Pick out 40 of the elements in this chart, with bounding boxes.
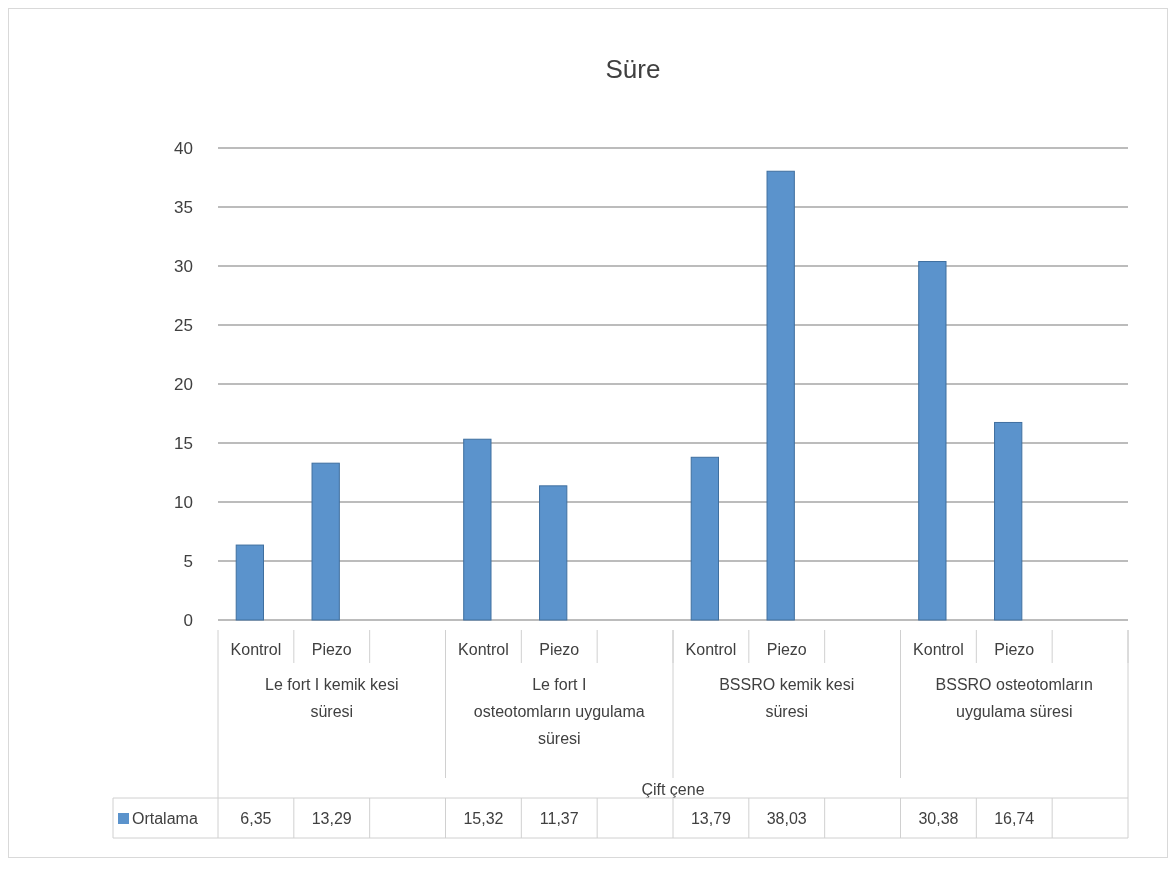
y-tick-label: 10 (174, 493, 193, 512)
x-tick-label: Piezo (766, 641, 807, 658)
y-tick-label: 40 (174, 139, 193, 158)
data-label: 13,79 (690, 810, 732, 827)
y-tick-label: 30 (174, 257, 193, 276)
x-tick-label: Kontrol (458, 641, 509, 658)
x-tick-label: Kontrol (230, 641, 282, 658)
bar (463, 438, 492, 621)
text: BSSRO kemik kesi süresi (719, 676, 855, 720)
x-tick-label: Piezo (311, 641, 352, 658)
y-tick-label: 20 (174, 375, 193, 394)
bar (235, 544, 264, 621)
legend-label: Ortalama (132, 810, 198, 827)
data-label: 15,32 (463, 810, 504, 827)
bar (994, 421, 1023, 621)
y-tick-label: 0 (183, 611, 193, 630)
data-label: 6,35 (240, 810, 272, 827)
text: Le fort I osteotomların uygulama süresi (473, 676, 645, 747)
y-tick-label: 5 (183, 552, 193, 571)
text: Le fort I kemik kesi süresi (265, 676, 399, 720)
bar (311, 462, 340, 621)
text: Çift çene (641, 781, 705, 798)
data-label: 16,74 (994, 810, 1035, 827)
x-tick-label: Piezo (994, 641, 1035, 658)
data-label: 30,38 (918, 810, 959, 827)
y-tick-label: 15 (174, 434, 193, 453)
data-label: 11,37 (539, 810, 579, 827)
y-tick-label: 25 (174, 316, 193, 335)
chart-title: Süre (605, 54, 661, 84)
bar (539, 485, 568, 621)
data-label: 38,03 (766, 810, 807, 827)
data-label: 13,29 (311, 810, 352, 827)
bar (918, 261, 947, 621)
x-tick-label: Piezo (539, 641, 580, 658)
x-tick-label: Kontrol (685, 641, 737, 658)
y-tick-label: 35 (174, 198, 193, 217)
bar (766, 170, 795, 621)
bar (690, 456, 719, 621)
x-tick-label: Kontrol (913, 641, 964, 658)
text: BSSRO osteotomların uygulama süresi (935, 676, 1093, 720)
